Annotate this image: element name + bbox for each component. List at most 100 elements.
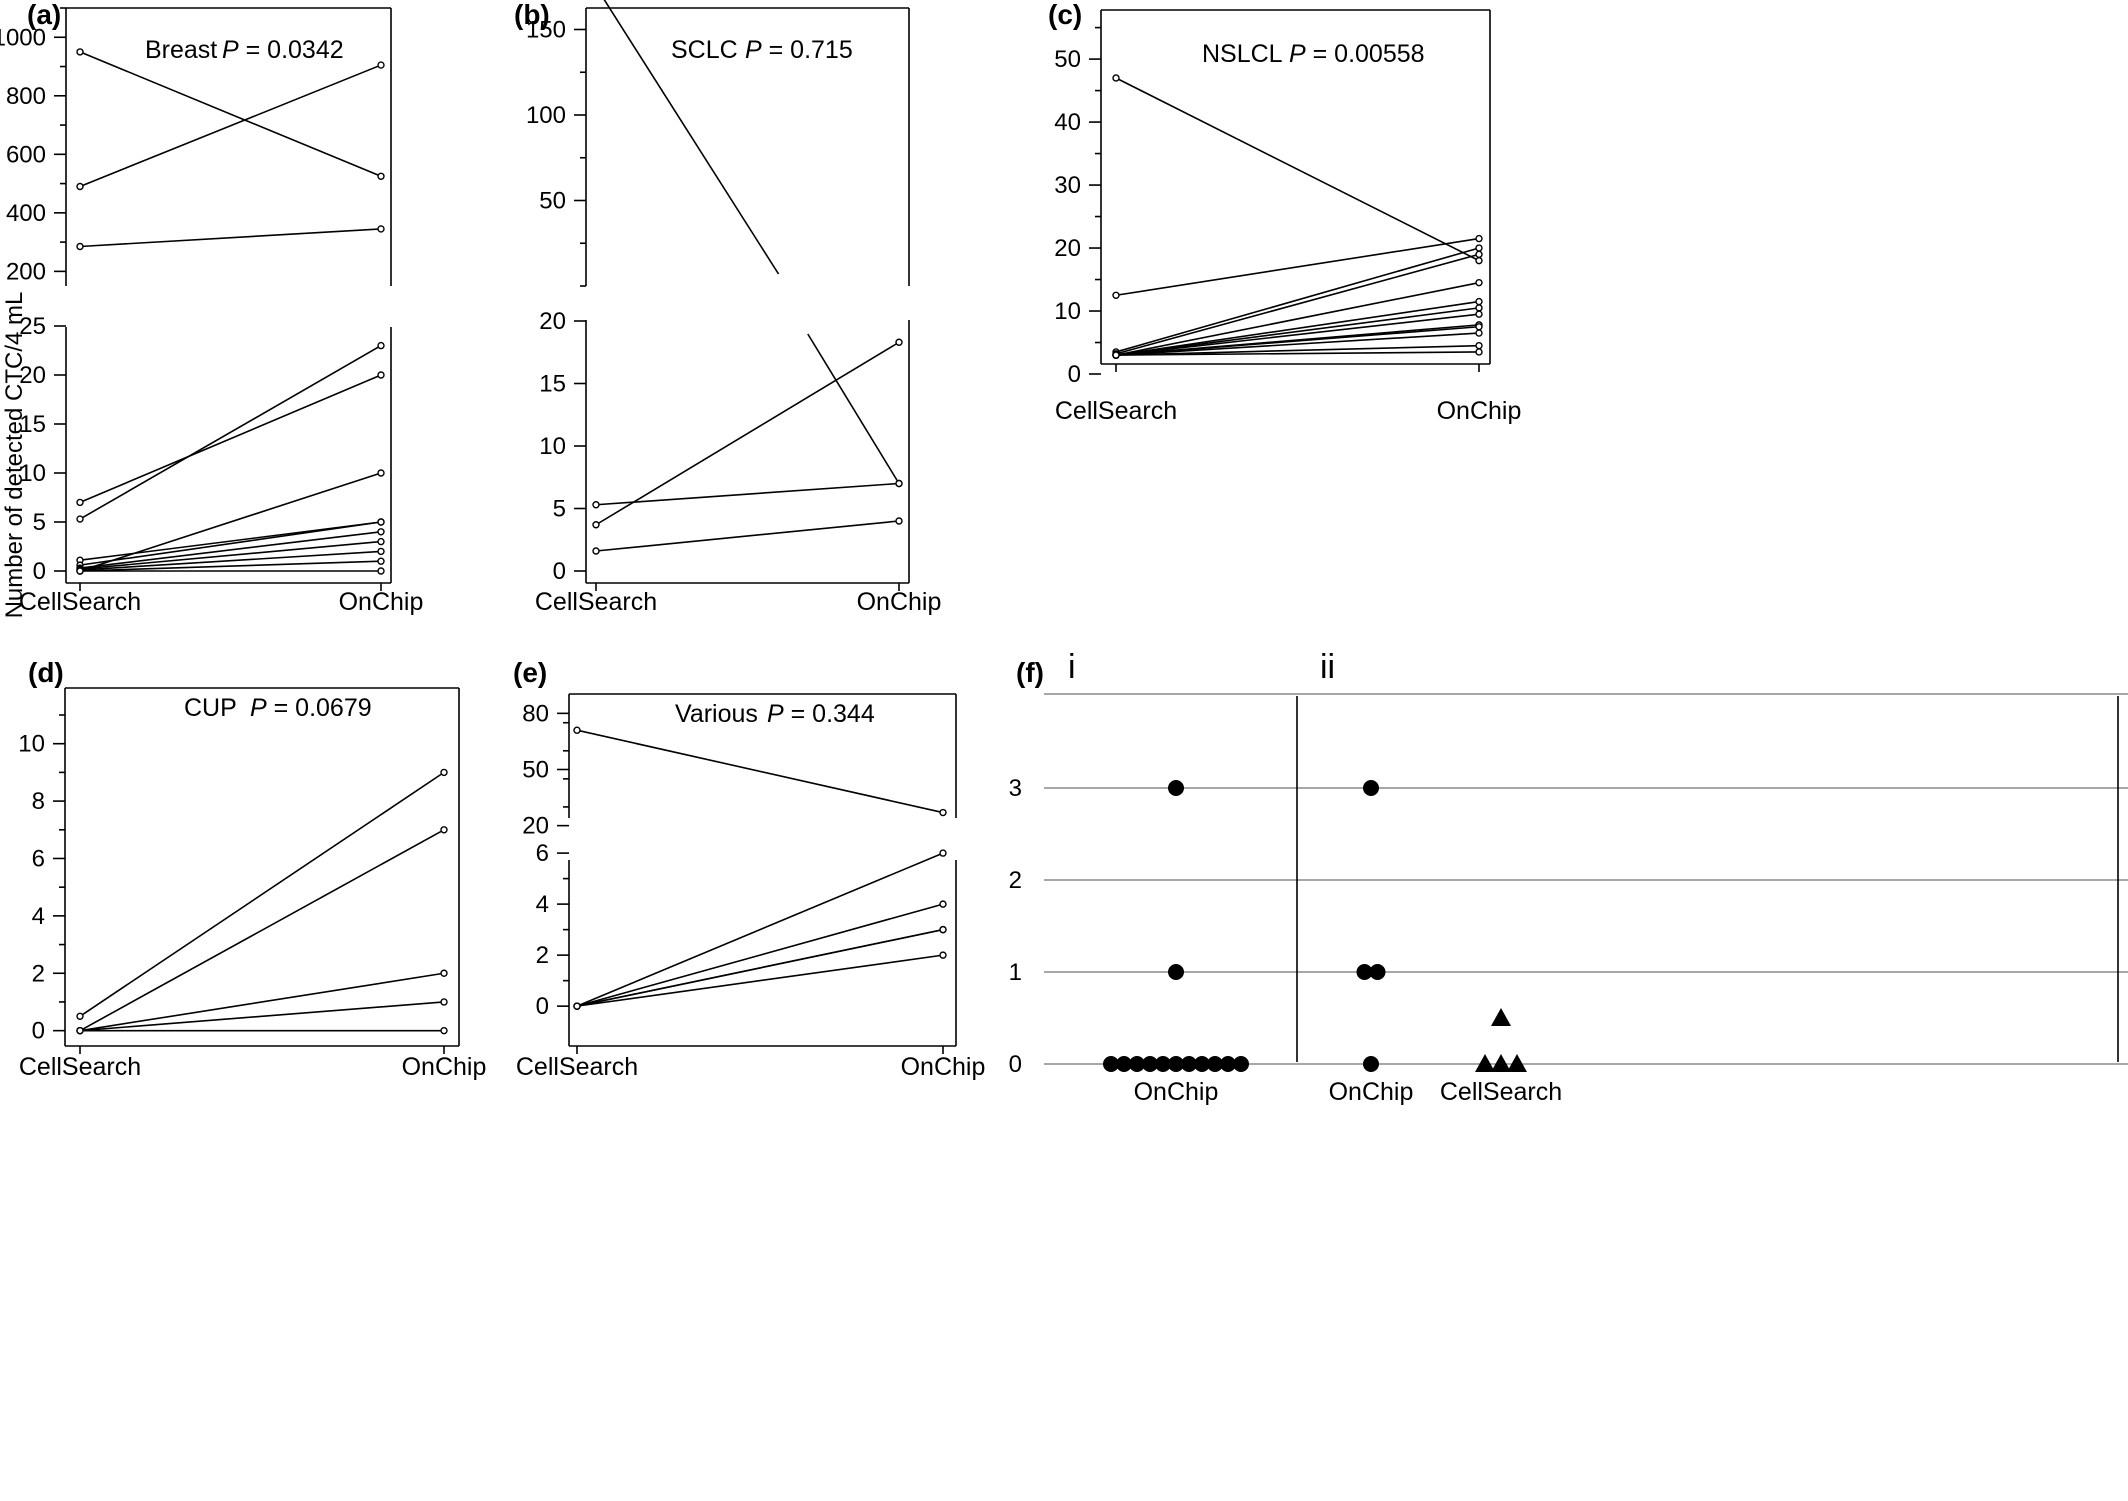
- y-tick-label: 2: [32, 960, 45, 987]
- data-point: [592, 547, 600, 555]
- data-marker-triangle: [1507, 1054, 1527, 1072]
- x-tick-label: CellSearch: [1055, 397, 1177, 425]
- series-line: [1115, 77, 1480, 262]
- data-marker-circle: [1116, 1056, 1132, 1072]
- data-point: [592, 521, 600, 529]
- p-number: = 0.0342: [239, 36, 344, 64]
- data-point: [440, 969, 448, 977]
- data-point: [1475, 297, 1483, 306]
- data-marker-circle: [1181, 1056, 1197, 1072]
- y-tick-label: 5: [33, 509, 46, 536]
- series-line: [1115, 344, 1480, 356]
- p-number: = 0.344: [784, 700, 875, 728]
- p-value: P = 0.0342: [222, 36, 344, 64]
- data-point: [377, 547, 385, 556]
- data-point: [377, 557, 385, 565]
- data-marker-circle: [1142, 1056, 1158, 1072]
- p-value: P = 0.344: [767, 700, 875, 728]
- panel-label: (d): [28, 657, 64, 688]
- p-value: P = 0.00558: [1289, 40, 1425, 68]
- y-tick-label: 1: [1009, 959, 1022, 986]
- data-point: [76, 182, 84, 191]
- series-line: [1115, 300, 1480, 356]
- data-point: [377, 61, 385, 69]
- p-number: = 0.00558: [1306, 40, 1425, 68]
- x-tick-label: OnChip: [402, 1053, 487, 1081]
- y-tick-label: 15: [539, 371, 566, 398]
- column-label: CellSearch: [1440, 1078, 1562, 1106]
- data-point: [377, 172, 385, 180]
- data-point: [440, 1026, 448, 1035]
- y-tick-label: 3: [1009, 775, 1022, 802]
- p-number: = 0.715: [762, 36, 853, 64]
- data-marker-circle: [1363, 1056, 1379, 1072]
- series-line: [595, 520, 900, 552]
- data-point: [1475, 256, 1483, 265]
- data-marker-circle: [1220, 1056, 1236, 1072]
- panel-c: (c) NSLCL P = 0.00558 0 10 20 30 40 50 CellSearch…: [1048, 0, 1521, 425]
- data-point: [1475, 348, 1483, 356]
- data-point: [1475, 244, 1483, 252]
- y-tick-label: 20: [19, 362, 46, 389]
- series-line: [79, 972, 445, 1032]
- series-line: [1115, 332, 1480, 356]
- data-point: [1475, 234, 1483, 243]
- y-tick-label: 25: [19, 313, 46, 340]
- y-tick-label: 200: [6, 258, 46, 285]
- y-tick-label: 50: [539, 188, 566, 215]
- panel-d: (d) CUP P = 0.0679 0 2 4 6 8 10 CellSearch OnChip: [18, 657, 486, 1081]
- panel-label: (f): [1016, 657, 1044, 688]
- y-tick-label: 10: [18, 731, 45, 758]
- data-point: [377, 341, 385, 350]
- y-tick-label: 1000: [0, 24, 46, 51]
- series-line: [1115, 307, 1480, 356]
- x-tick-label: OnChip: [857, 588, 942, 616]
- column-label: OnChip: [1134, 1078, 1219, 1106]
- y-tick-label: 20: [522, 813, 549, 840]
- y-tick-label: 40: [1054, 109, 1081, 136]
- data-marker-circle: [1363, 780, 1379, 796]
- p-symbol: P: [250, 694, 267, 722]
- y-tick-label: 0: [33, 558, 46, 585]
- data-marker-circle: [1194, 1056, 1210, 1072]
- data-point: [76, 48, 84, 56]
- data-marker-circle: [1356, 964, 1373, 980]
- panel-title: NSLCL: [1202, 40, 1283, 68]
- panel-f: (f) 0 1 2 3 i OnChip ii OnChip CellSearch: [1009, 648, 2128, 1106]
- group-label: i: [1068, 648, 1076, 686]
- data-point: [939, 900, 947, 908]
- group-label: ii: [1320, 648, 1335, 686]
- series-line: [79, 51, 382, 178]
- data-point: [1475, 341, 1483, 350]
- panel-label: (c): [1048, 0, 1082, 30]
- y-tick-label: 100: [526, 102, 566, 129]
- data-marker-circle: [1207, 1056, 1223, 1072]
- data-point: [377, 469, 385, 477]
- series-line: [79, 531, 382, 569]
- data-marker-triangle: [1491, 1008, 1511, 1026]
- panel-title: Breast: [145, 36, 217, 64]
- x-tick-label: CellSearch: [19, 588, 141, 616]
- data-point: [1112, 291, 1120, 299]
- y-tick-label: 0: [536, 993, 549, 1020]
- series-line: [1115, 237, 1480, 297]
- series-line-upper: [603, 0, 780, 275]
- panel-title: CUP: [184, 694, 237, 722]
- p-symbol: P: [745, 36, 762, 64]
- data-point: [939, 951, 947, 959]
- series-line: [79, 829, 445, 1032]
- y-tick-label: 400: [6, 200, 46, 227]
- x-tick-label: OnChip: [339, 588, 424, 616]
- series-line: [595, 482, 900, 506]
- p-symbol: P: [222, 36, 239, 64]
- x-tick-label: CellSearch: [516, 1053, 638, 1081]
- series-line: [1115, 351, 1480, 356]
- series-line-lower: [807, 333, 900, 484]
- panel-label: (a): [27, 0, 61, 30]
- series-line: [79, 64, 382, 188]
- x-tick-label: CellSearch: [535, 588, 657, 616]
- data-point: [1475, 250, 1483, 259]
- data-point: [377, 225, 385, 233]
- data-point: [1475, 323, 1483, 331]
- panel-b: (b) SCLC P = 0.715 50 100 150 0 5 10 15 20 CellSear…: [514, 0, 941, 616]
